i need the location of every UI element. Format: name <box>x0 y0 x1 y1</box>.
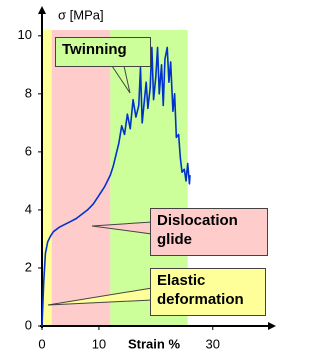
y-tick-label: 4 <box>25 201 32 216</box>
y-axis-label: σ [MPa] <box>58 7 104 22</box>
y-tick-label: 6 <box>25 143 32 158</box>
y-tick-label: 10 <box>18 27 32 42</box>
callout-box: Elastic deformation <box>150 268 266 316</box>
x-tick-label: 10 <box>92 336 106 351</box>
y-tick-label: 8 <box>25 85 32 100</box>
x-tick-label: 0 <box>38 336 45 351</box>
page: σ [MPa] Strain % 0 2 4 6 8 10 0 10 30 Twinning D… <box>18 6 276 351</box>
y-tick-label: 2 <box>25 259 32 274</box>
axis-arrow <box>38 6 46 14</box>
region <box>42 30 52 326</box>
x-tick-label: 30 <box>206 336 220 351</box>
callout-box: Dislocation glide <box>150 208 268 256</box>
region <box>51 30 111 326</box>
data-line <box>41 46 191 327</box>
callout-box: Twinning <box>55 37 151 67</box>
x-axis-label: Strain % <box>128 336 180 351</box>
axis-arrow <box>268 322 276 330</box>
y-tick-label: 0 <box>25 317 32 332</box>
